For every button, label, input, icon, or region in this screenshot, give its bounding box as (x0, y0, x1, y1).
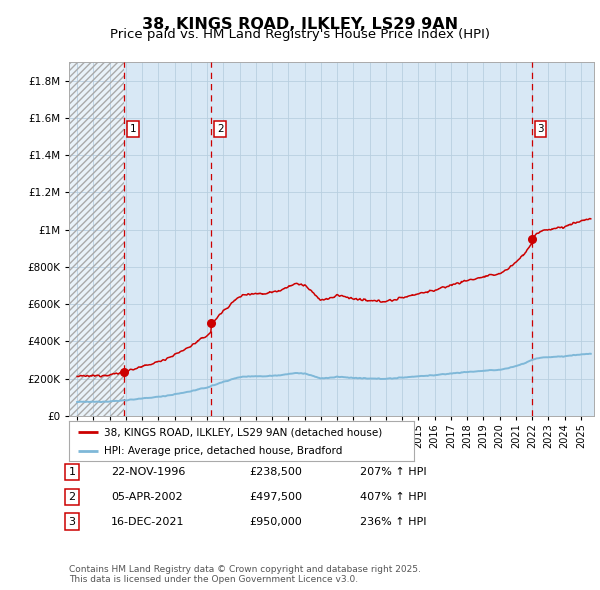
Text: 2: 2 (68, 492, 76, 502)
Text: 3: 3 (68, 517, 76, 526)
Text: HPI: Average price, detached house, Bradford: HPI: Average price, detached house, Brad… (104, 447, 342, 456)
Text: 236% ↑ HPI: 236% ↑ HPI (360, 517, 427, 526)
Text: Contains HM Land Registry data © Crown copyright and database right 2025.
This d: Contains HM Land Registry data © Crown c… (69, 565, 421, 584)
Text: £238,500: £238,500 (249, 467, 302, 477)
Text: 16-DEC-2021: 16-DEC-2021 (111, 517, 185, 526)
Text: 22-NOV-1996: 22-NOV-1996 (111, 467, 185, 477)
Text: £497,500: £497,500 (249, 492, 302, 502)
Text: 407% ↑ HPI: 407% ↑ HPI (360, 492, 427, 502)
Text: Price paid vs. HM Land Registry's House Price Index (HPI): Price paid vs. HM Land Registry's House … (110, 28, 490, 41)
Text: 05-APR-2002: 05-APR-2002 (111, 492, 182, 502)
Text: 2: 2 (217, 124, 224, 134)
Text: 207% ↑ HPI: 207% ↑ HPI (360, 467, 427, 477)
Text: 38, KINGS ROAD, ILKLEY, LS29 9AN: 38, KINGS ROAD, ILKLEY, LS29 9AN (142, 17, 458, 31)
Text: 38, KINGS ROAD, ILKLEY, LS29 9AN (detached house): 38, KINGS ROAD, ILKLEY, LS29 9AN (detach… (104, 428, 382, 438)
Text: 3: 3 (537, 124, 544, 134)
Text: £950,000: £950,000 (249, 517, 302, 526)
Text: 1: 1 (68, 467, 76, 477)
Text: 1: 1 (130, 124, 137, 134)
